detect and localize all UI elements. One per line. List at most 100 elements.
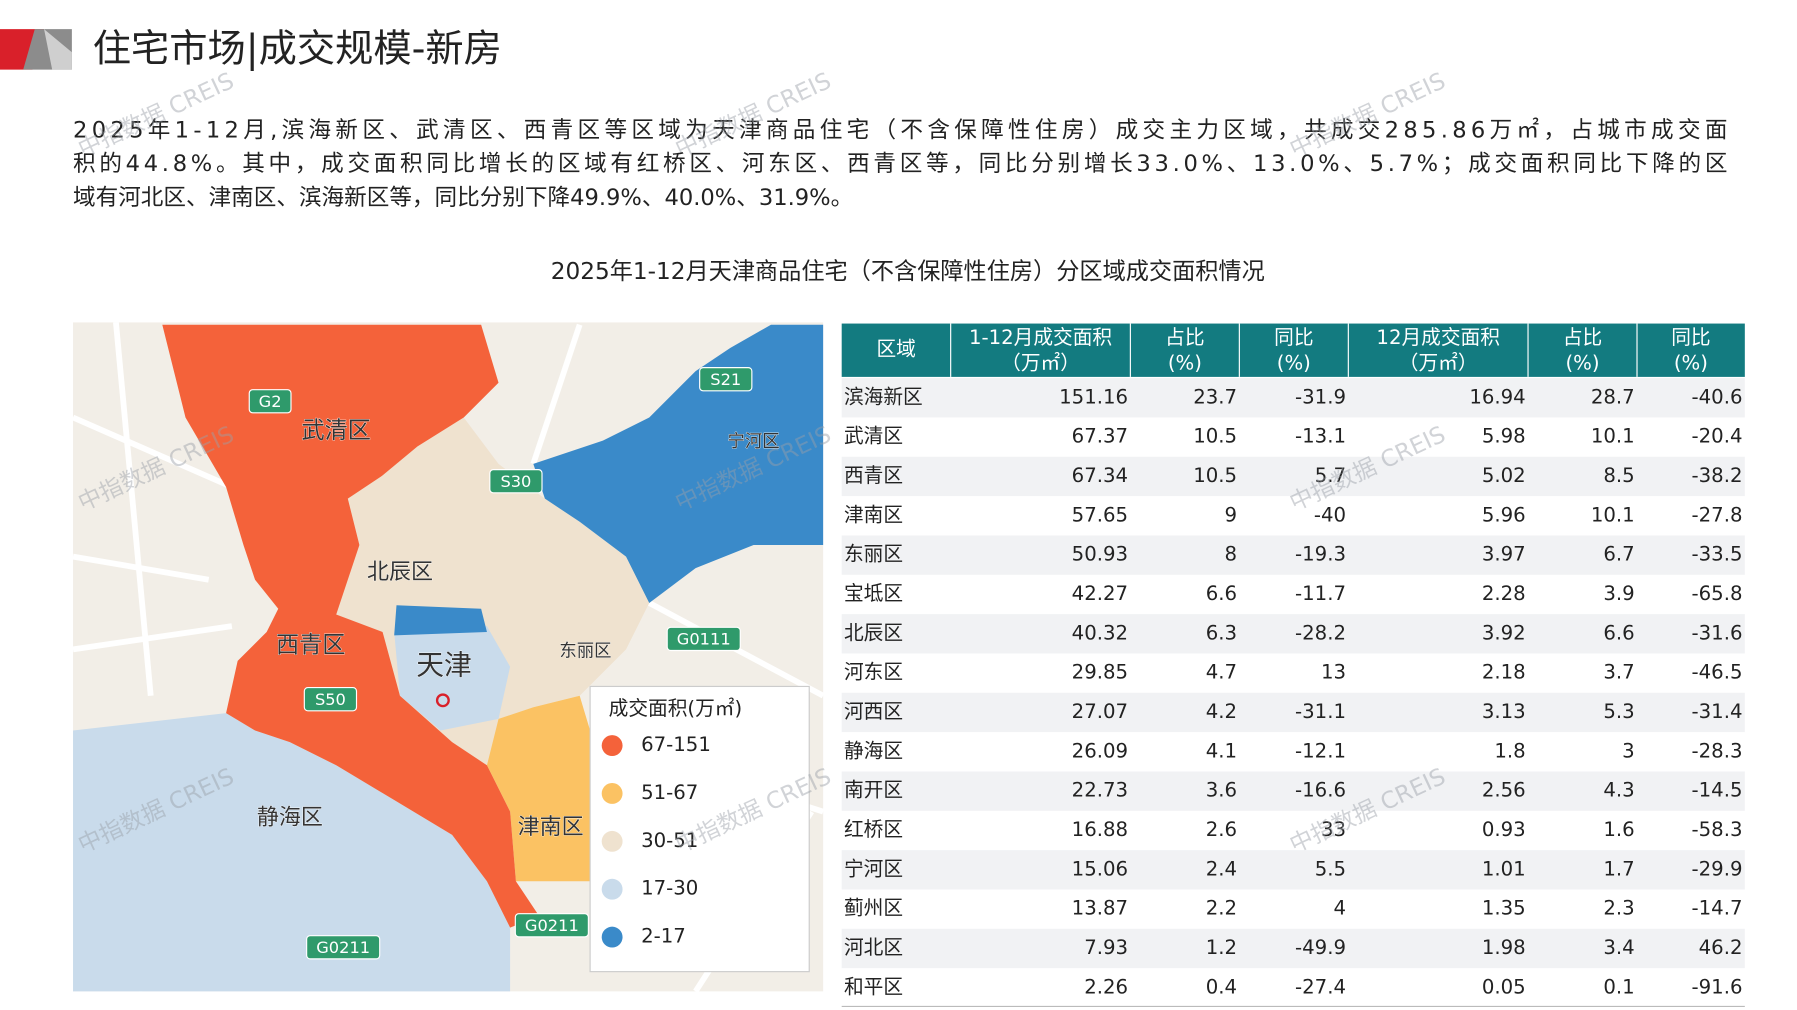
legend-swatch [601,735,623,757]
map-label: 宁河区 [728,432,780,452]
road-shield [514,913,589,938]
table-cell: 1.35 [1482,897,1526,920]
table-cell: 6.3 [1206,621,1237,644]
table-cell: 9 [1225,503,1238,526]
map-label: 北辰区 [367,560,433,585]
paragraph-line: 2025年1-12月,滨海新区、武清区、西青区等区域为天津商品住宅（不含保障性住… [73,118,1727,144]
table-cell: 静海区 [844,739,903,762]
table-cell: -14.7 [1692,897,1743,920]
table-header: 占比 [1165,326,1204,349]
table-cell: -27.8 [1692,503,1743,526]
table-header: (%) [1277,352,1311,375]
table-header: 同比 [1274,326,1313,349]
table-cell: 3.92 [1482,621,1526,644]
table-cell: 东丽区 [844,543,903,566]
legend-label: 17-30 [641,877,698,900]
table-cell: 42.27 [1072,582,1128,605]
map-label: 东丽区 [559,642,611,662]
table-cell: 40.32 [1072,621,1128,644]
road-shield [699,367,753,392]
table-cell: -16.6 [1295,779,1346,802]
table-header: 同比 [1671,326,1710,349]
legend-label: 67-151 [641,733,711,756]
table-cell: 1.8 [1494,739,1525,762]
map-label: 静海区 [257,806,323,831]
table-cell: 29.85 [1072,661,1128,684]
table-header: (%) [1168,352,1202,375]
table-cell: 5.02 [1482,464,1526,487]
table-header: 1-12月成交面积 [969,326,1112,349]
table-cell: 4.1 [1206,739,1237,762]
table-cell: -31.1 [1295,700,1346,723]
table-cell: 2.28 [1482,582,1526,605]
table-cell: -33.5 [1692,543,1743,566]
table-cell: 5.3 [1603,700,1634,723]
region-hebei [394,605,487,636]
table-cell: -11.7 [1295,582,1346,605]
table-cell: 1.7 [1603,857,1634,880]
table-cell: 6.6 [1603,621,1634,644]
table-cell: 7.93 [1084,936,1128,959]
table-cell: -31.6 [1692,621,1743,644]
map-label: 西青区 [276,631,346,658]
table-cell: 蓟州区 [844,897,903,920]
table-cell: 北辰区 [844,621,903,644]
table-cell: 10.1 [1591,503,1635,526]
table-cell: 6.6 [1206,582,1237,605]
table-cell: 151.16 [1059,385,1128,408]
table-cell: 宝坻区 [844,582,903,605]
map-label: 天津 [416,649,472,682]
legend-label: 51-67 [641,781,698,804]
table-cell: 23.7 [1193,385,1237,408]
legend-swatch [601,926,623,948]
table-cell: 50.93 [1072,543,1128,566]
row-bg [841,692,1745,733]
table-cell: 红桥区 [844,818,903,841]
table-cell: 0.4 [1206,975,1237,998]
road-shield [489,469,543,494]
table-cell: 5.5 [1315,857,1346,880]
table-cell: -20.4 [1692,425,1743,448]
road-shield [306,935,381,960]
table-cell: 2.18 [1482,661,1526,684]
table-cell: 10.1 [1591,425,1635,448]
table-cell: 1.98 [1482,936,1526,959]
table-cell: -12.1 [1295,739,1346,762]
table-cell: 3.97 [1482,543,1526,566]
city-marker [435,693,450,708]
table-cell: -46.5 [1692,661,1743,684]
row-bg [841,378,1745,418]
table-cell: 津南区 [844,503,903,526]
table-cell: 1.01 [1482,857,1526,880]
row-bg [841,456,1745,497]
table-header: 占比 [1563,326,1602,349]
table-cell: 26.09 [1072,739,1128,762]
row-bg [841,614,1745,654]
table-cell: 10.5 [1193,425,1237,448]
table-cell: 河西区 [844,700,903,723]
road-label: S50 [315,690,346,709]
table-cell: 67.34 [1072,464,1128,487]
road-shield [666,626,741,652]
table-header: 区域 [876,338,915,361]
watermark: 中指数据 CREIS [671,67,835,163]
road-label: G2 [259,392,282,411]
table-cell: 5.96 [1482,503,1526,526]
legend-title: 成交面积(万㎡) [609,697,743,720]
table-cell: 15.06 [1072,857,1128,880]
page-title: 住宅市场|成交规模-新房 [93,27,502,72]
paragraph-line: 域有河北区、津南区、滨海新区等，同比分别下降49.9%、40.0%、31.9%。 [73,185,853,211]
table-cell: 3.6 [1206,779,1237,802]
table-cell: -13.1 [1295,425,1346,448]
table-header: 12月成交面积 [1376,326,1500,349]
map-label: 津南区 [518,815,584,840]
table-cell: 10.5 [1193,464,1237,487]
table-cell: -65.8 [1692,582,1743,605]
road-label: S30 [500,472,531,491]
table-cell: -29.9 [1692,857,1743,880]
table-cell: 33 [1321,818,1346,841]
table-cell: -31.4 [1692,700,1743,723]
table-cell: 3 [1622,739,1635,762]
